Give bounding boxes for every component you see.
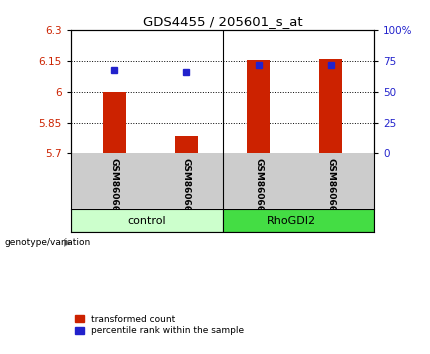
Bar	[247, 60, 270, 153]
FancyBboxPatch shape	[71, 210, 223, 232]
Legend: transformed count, percentile rank within the sample: transformed count, percentile rank withi…	[75, 315, 244, 335]
Text: GSM860664: GSM860664	[326, 158, 335, 218]
Bar	[319, 59, 342, 153]
Text: RhoGDI2: RhoGDI2	[267, 216, 316, 225]
Text: genotype/variation: genotype/variation	[4, 238, 91, 247]
Title: GDS4455 / 205601_s_at: GDS4455 / 205601_s_at	[143, 15, 302, 28]
Text: GSM860661: GSM860661	[110, 158, 119, 218]
Text: GSM860663: GSM860663	[254, 158, 263, 218]
Text: GSM860662: GSM860662	[182, 158, 191, 218]
Bar	[103, 92, 126, 153]
FancyBboxPatch shape	[223, 210, 374, 232]
Bar	[175, 136, 198, 153]
Polygon shape	[64, 239, 71, 247]
Text: control: control	[127, 216, 166, 225]
